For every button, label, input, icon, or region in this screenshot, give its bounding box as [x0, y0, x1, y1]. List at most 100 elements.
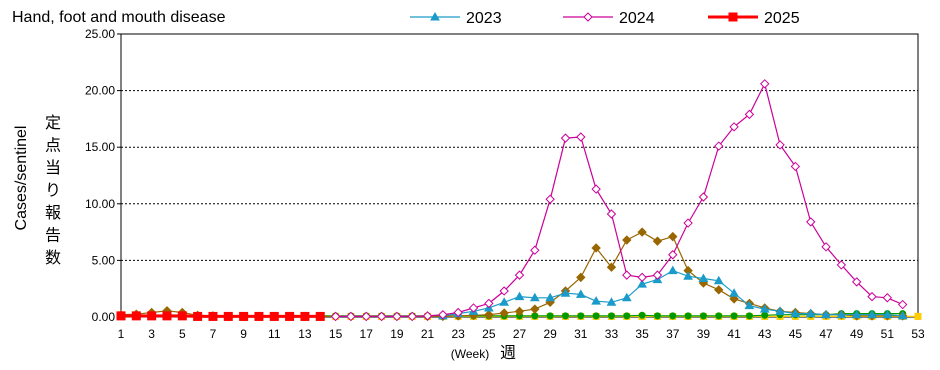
data-point [897, 299, 908, 310]
data-point [575, 289, 586, 298]
data-point [775, 306, 785, 315]
data-point [790, 308, 801, 318]
data-point [223, 311, 233, 321]
data-point [577, 312, 585, 320]
data-point [499, 297, 510, 306]
data-point [713, 275, 724, 285]
y-axis: 0.00 5.00 10.00 15.00 20.00 25.00 [85, 27, 121, 324]
data-point [591, 184, 601, 194]
series-2023 [438, 265, 908, 320]
x-tick-label: 7 [210, 327, 217, 341]
y-axis-label-ja-char: り [45, 183, 61, 200]
y-axis-label-ja-char: 告 [45, 227, 61, 245]
data-point [821, 242, 831, 252]
series-line [335, 82, 903, 317]
x-tick-label: 25 [482, 327, 496, 341]
data-point [576, 272, 586, 283]
data-point [897, 310, 908, 320]
data-point [499, 286, 509, 296]
data-point [545, 292, 556, 302]
data-point [652, 236, 663, 246]
data-point [836, 260, 847, 270]
data-point [576, 132, 586, 142]
data-point [667, 265, 678, 275]
legend-label: 2025 [764, 10, 800, 27]
gridlines [121, 90, 918, 261]
legend-item-2025: 2025 [708, 10, 800, 27]
data-point [300, 311, 310, 321]
x-tick-label: 27 [513, 327, 527, 341]
data-point [806, 217, 816, 227]
data-point [361, 311, 371, 322]
data-point [546, 312, 554, 320]
data-point [882, 293, 893, 303]
data-point [592, 312, 600, 320]
y-tick-label: 15.00 [85, 140, 115, 154]
data-point [790, 161, 801, 172]
data-point [882, 309, 893, 319]
data-point [315, 311, 325, 321]
x-tick-label: 19 [390, 327, 404, 341]
data-point [668, 231, 678, 242]
data-point [669, 312, 677, 320]
y-axis-label-ja-char: 定 [45, 114, 61, 132]
y-axis-label-ja-char: 数 [45, 249, 61, 267]
legend-label: 2023 [466, 10, 502, 27]
data-point [545, 194, 555, 204]
data-point [652, 270, 663, 280]
data-point [637, 279, 647, 288]
data-point [621, 292, 632, 302]
legend-item-2023: 2023 [410, 10, 502, 27]
x-tick-label: 3 [148, 327, 155, 341]
data-point [560, 288, 571, 297]
data-point [430, 11, 440, 21]
data-point [606, 262, 617, 272]
data-point [499, 308, 509, 318]
data-point [714, 285, 724, 295]
data-point [453, 307, 463, 318]
data-point [177, 311, 187, 321]
data-point [730, 312, 738, 320]
data-point [530, 304, 540, 314]
data-point [484, 298, 494, 309]
data-point [468, 303, 479, 313]
data-point [914, 312, 922, 320]
x-tick-label: 11 [268, 327, 281, 341]
y-axis-label-ja-char: 報 [45, 204, 61, 222]
data-point [607, 312, 615, 320]
data-point [561, 312, 569, 320]
data-point [729, 288, 739, 297]
x-tick-label: 1 [118, 327, 125, 341]
y-axis-label-ja-char: 点 [45, 137, 61, 155]
data-point [622, 235, 632, 245]
data-point [514, 306, 525, 317]
data-point [638, 311, 646, 319]
x-tick-label: 47 [819, 327, 833, 341]
data-point [239, 311, 249, 321]
data-point [623, 312, 631, 320]
data-point [514, 270, 525, 280]
x-tick-label: 29 [543, 327, 557, 341]
series-baseline [116, 227, 908, 322]
y-axis-label: Cases/sentinel [13, 126, 30, 231]
series-line [442, 269, 903, 317]
chart-title: Hand, foot and mouth disease [12, 9, 226, 26]
data-point [836, 309, 847, 319]
x-axis-label-ja: 週 [500, 344, 516, 362]
y-axis-label-ja-char: 当 [45, 159, 61, 177]
y-tick-label: 5.00 [92, 253, 116, 267]
data-point [254, 311, 264, 321]
x-tick-label: 13 [298, 327, 312, 341]
data-point [653, 312, 661, 320]
x-tick-label: 49 [850, 327, 864, 341]
data-point [422, 311, 433, 321]
data-point [699, 312, 707, 320]
series-layer [116, 79, 922, 322]
data-point [698, 273, 709, 283]
data-point [407, 311, 417, 322]
y-tick-label: 0.00 [92, 310, 116, 324]
data-point [269, 311, 279, 321]
